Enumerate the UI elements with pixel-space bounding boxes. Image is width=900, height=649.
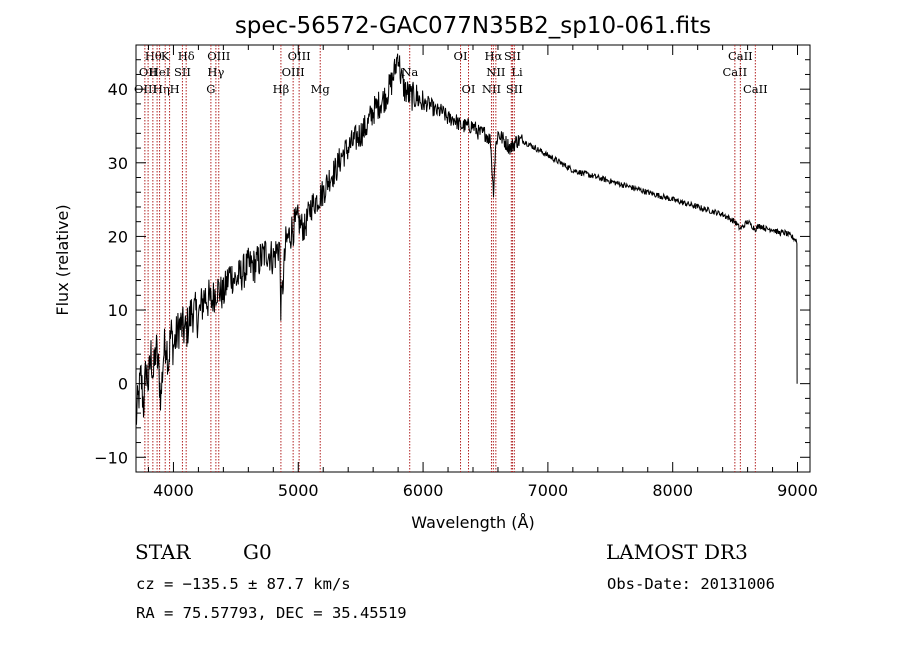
spectral-line-label: SII — [174, 65, 191, 79]
chart-title: spec-56572-GAC077N35B2_sp10-061.fits — [235, 13, 711, 39]
spectral-line-label: Hγ — [207, 65, 224, 79]
spectral-line-label: OIII — [207, 49, 230, 63]
y-tick-label: 40 — [108, 80, 128, 99]
spectral-line-label: CaII — [722, 65, 747, 79]
spectral-line-label: Hα — [484, 49, 502, 63]
x-tick-label: 8000 — [652, 481, 693, 500]
spectral-line-label: G — [206, 82, 215, 96]
x-tick-label: 7000 — [528, 481, 569, 500]
spectral-line-label: Hθ — [145, 49, 162, 63]
spectral-line-label: OIII — [288, 49, 311, 63]
x-tick-label: 5000 — [278, 481, 319, 500]
spectral-line-label: NII — [486, 65, 505, 79]
spectral-line-label: NII — [482, 82, 501, 96]
y-axis-label: Flux (relative) — [53, 204, 72, 315]
spectral-line-label: OI — [454, 49, 468, 63]
spectral-line-label: CaII — [743, 82, 768, 96]
spectral-line-label: Mg — [311, 82, 331, 96]
spectral-line-label: H — [170, 82, 180, 96]
x-tick-label: 4000 — [153, 481, 194, 500]
x-tick-label: 6000 — [403, 481, 444, 500]
x-tick-label: 9000 — [777, 481, 818, 500]
y-tick-label: −10 — [94, 448, 128, 467]
axis-ticks: 4000 5000 6000 7000 8000 9000 −10 0 10 20 30 40 — [94, 44, 818, 500]
spectrum-line — [135, 53, 798, 425]
y-tick-label: 30 — [108, 154, 128, 173]
spectral-line-label: SII — [506, 82, 523, 96]
x-axis-label: Wavelength (Å) — [411, 513, 534, 532]
ra-dec: RA = 75.57793, DEC = 35.45519 — [136, 604, 407, 622]
object-class: STAR — [135, 540, 191, 564]
spectral-line-label: Hβ — [273, 82, 290, 96]
object-subclass: G0 — [243, 540, 272, 564]
y-tick-label: 0 — [118, 375, 128, 394]
redshift-cz: cz = −135.5 ± 87.7 km/s — [136, 575, 351, 593]
spectral-line-label: SII — [504, 49, 521, 63]
observation-date: Obs-Date: 20131006 — [607, 575, 775, 593]
spectral-line-label: OI — [462, 82, 476, 96]
line-markers: HθOIIHηOIIIHeIKHSIIHδGHγOIIIHβOIIIOIIIMg… — [134, 45, 768, 472]
spectral-line-label: Li — [511, 65, 523, 79]
spectral-line-label: HeI — [149, 65, 170, 79]
y-tick-label: 10 — [108, 301, 128, 320]
spectral-line-label: K — [161, 49, 170, 63]
spectral-line-label: Hδ — [178, 49, 195, 63]
spectral-line-label: Na — [401, 65, 418, 79]
spectral-line-label: CaII — [728, 49, 753, 63]
spectral-line-label: OIII — [282, 65, 305, 79]
survey-name: LAMOST DR3 — [606, 540, 748, 564]
y-tick-label: 20 — [108, 227, 128, 246]
plot-frame — [135, 44, 811, 473]
